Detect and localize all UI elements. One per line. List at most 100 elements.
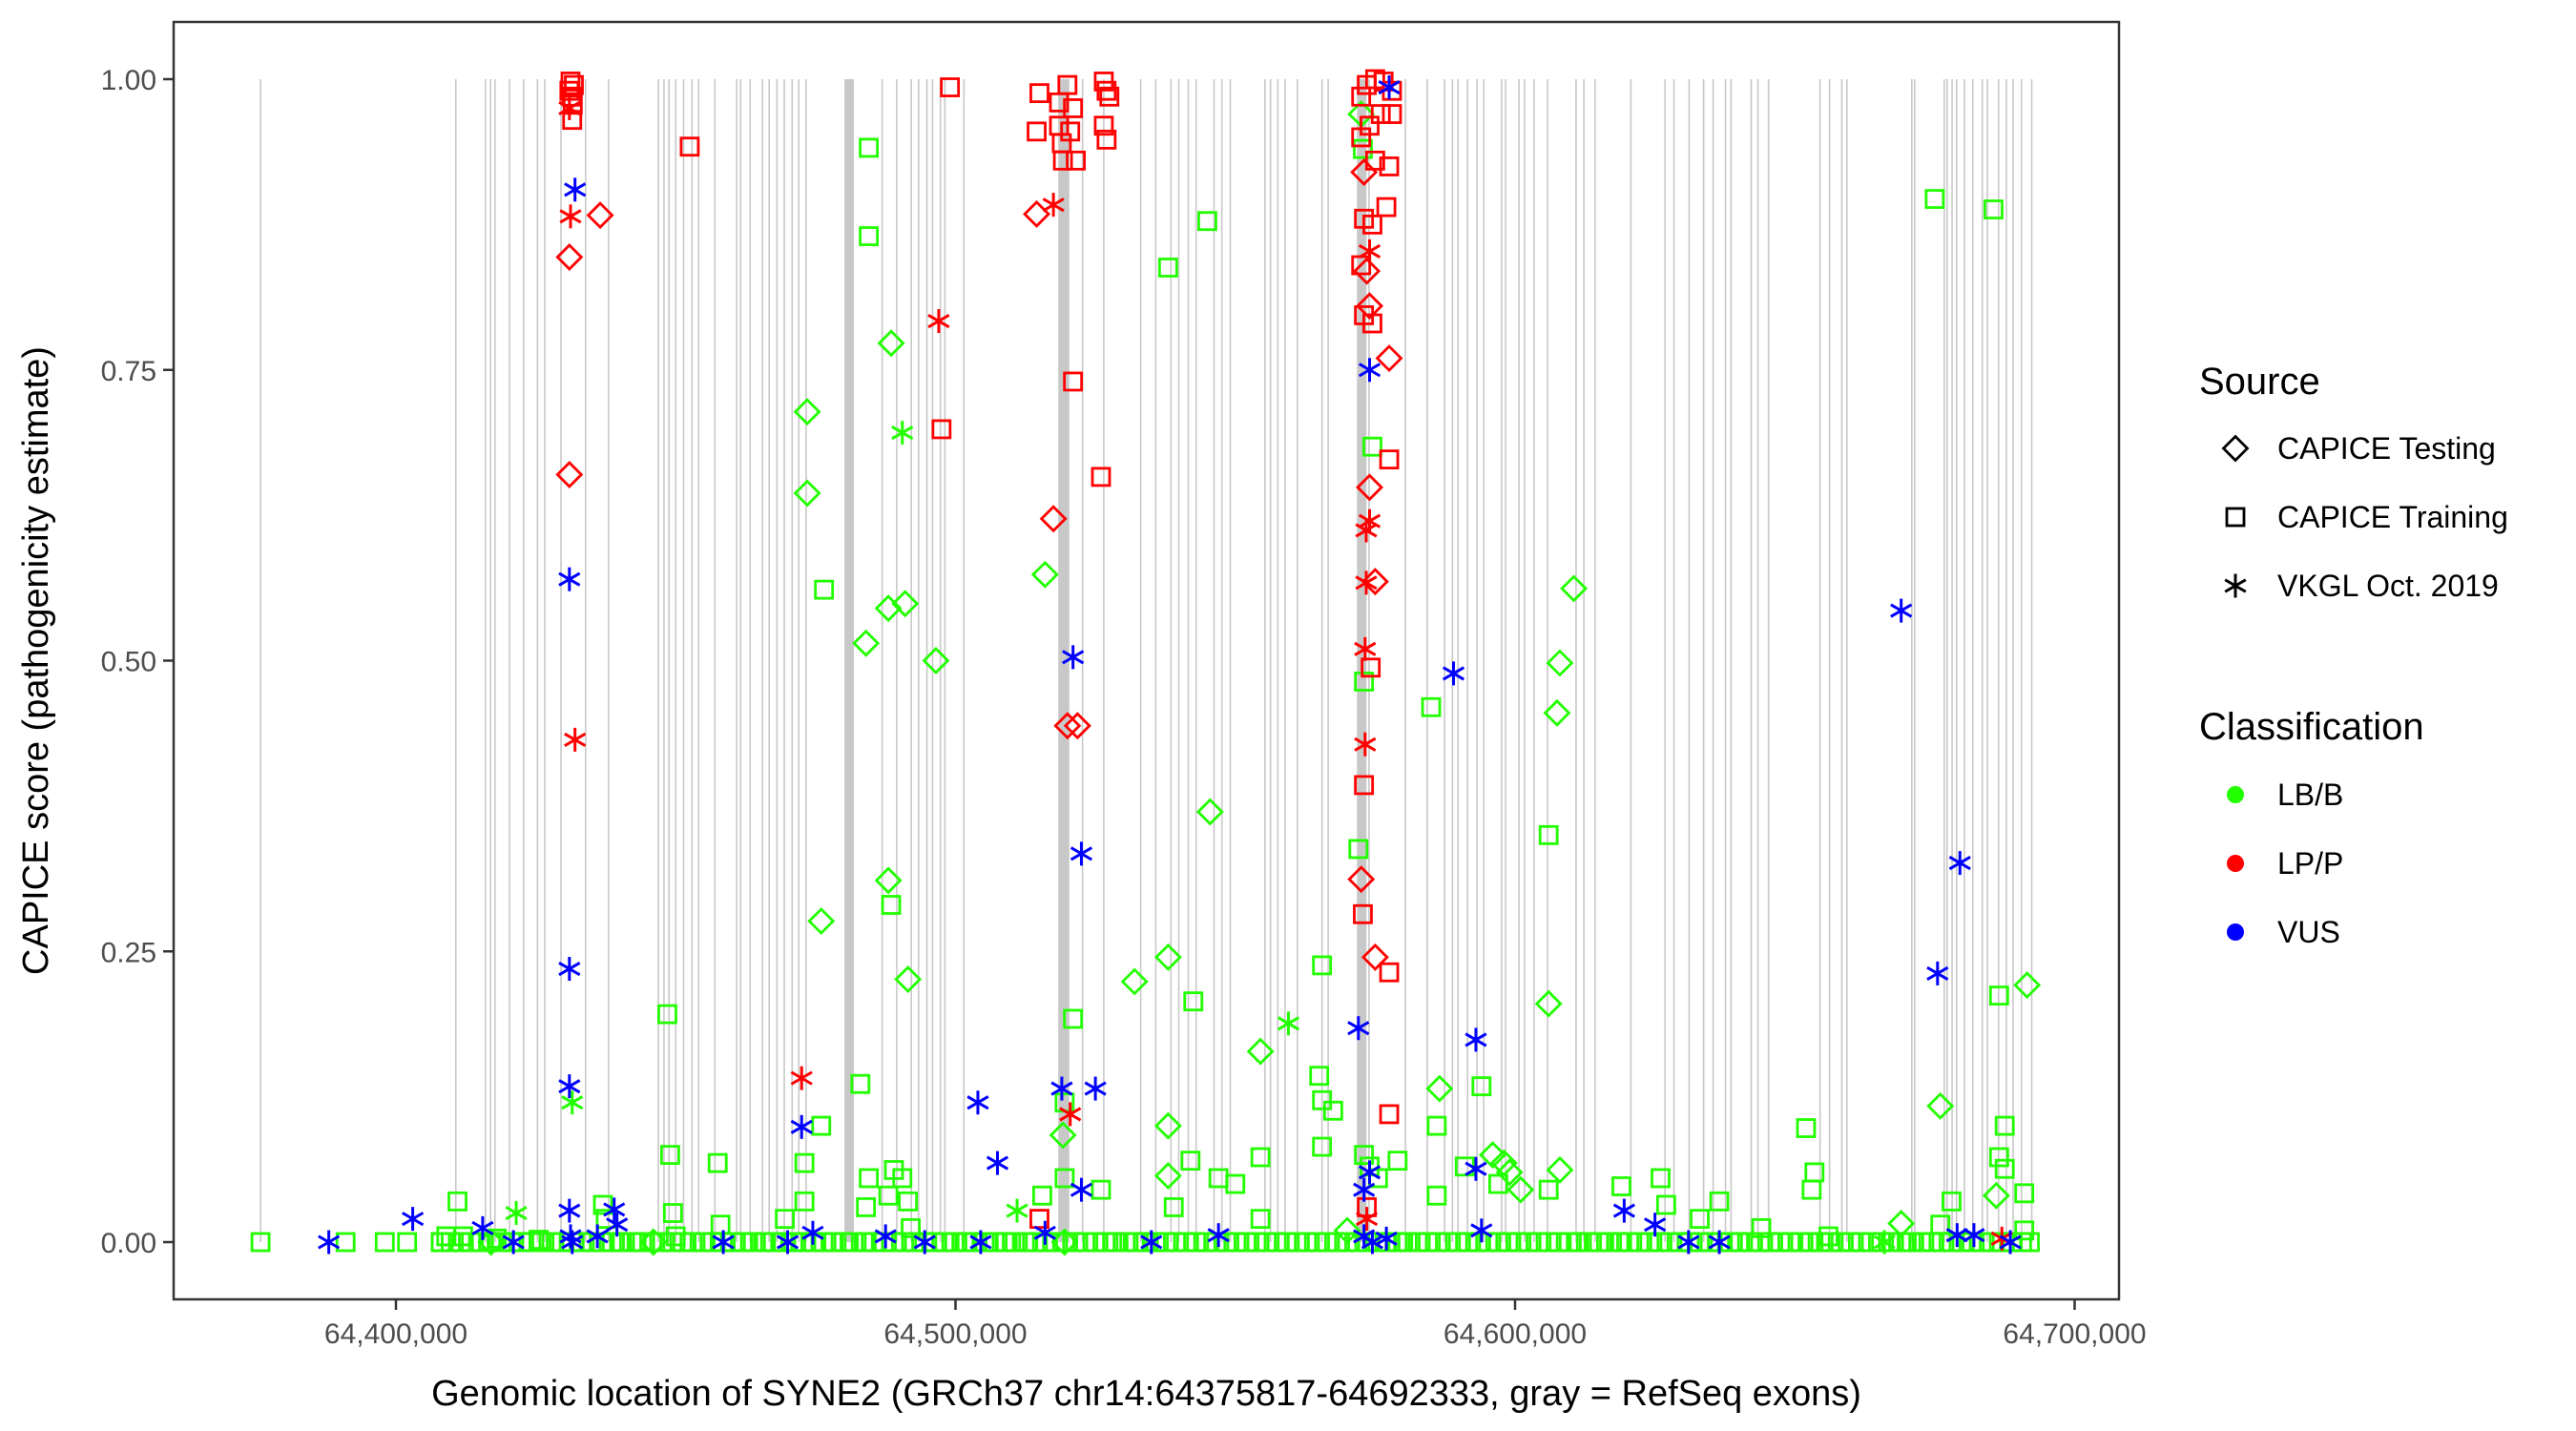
data-point-baseline: [1518, 1232, 1539, 1253]
data-point: [794, 1191, 815, 1212]
x-tick-label: 64,700,000: [2003, 1318, 2146, 1350]
data-point: [1102, 1232, 1123, 1253]
data-point: [1534, 989, 1563, 1018]
data-point: [1032, 1185, 1052, 1206]
data-point: [1153, 943, 1182, 971]
data-point: [1353, 1177, 1376, 1202]
data-point: [564, 177, 587, 202]
data-point: [1381, 104, 1402, 124]
data-point: [1049, 1121, 1077, 1150]
data-point: [1347, 1016, 1370, 1041]
legend-key-dot: [2227, 786, 2244, 803]
data-point: [1322, 1100, 1343, 1121]
data-point: [1250, 1147, 1271, 1168]
data-point: [1333, 1216, 1361, 1245]
data-point: [1361, 1230, 1384, 1255]
data-point: [1930, 1214, 1951, 1235]
data-point: [1655, 1194, 1676, 1215]
data-point-baseline: [1266, 1232, 1287, 1253]
data-point: [374, 1232, 395, 1253]
data-point-baseline: [1659, 1232, 1680, 1253]
data-point: [892, 1168, 913, 1189]
data-point: [1157, 258, 1178, 278]
data-point: [603, 1197, 626, 1222]
data-point: [626, 1232, 647, 1253]
data-point-baseline: [1195, 1232, 1216, 1253]
legend-key-dot: [2227, 923, 2244, 941]
data-point-baseline: [1447, 1232, 1468, 1253]
data-point-baseline: [1750, 1232, 1771, 1253]
data-point: [1027, 121, 1047, 142]
data-point: [1358, 238, 1381, 263]
data-point: [1370, 104, 1391, 124]
data-point: [1183, 991, 1204, 1012]
data-point: [1030, 560, 1059, 589]
data-point-baseline: [490, 1232, 511, 1253]
data-point-baseline: [1246, 1232, 1267, 1253]
y-tick-label: 0.25: [101, 937, 156, 968]
data-point: [1163, 1197, 1184, 1217]
data-point-baseline: [1538, 1232, 1559, 1253]
data-point: [1354, 732, 1377, 757]
data-point-baseline: [1488, 1232, 1508, 1253]
data-point: [891, 421, 914, 446]
data-point-baseline: [1528, 1232, 1549, 1253]
data-point: [1358, 1160, 1381, 1185]
data-point: [1312, 955, 1333, 976]
data-point-baseline: [1427, 1232, 1448, 1253]
data-point: [1354, 672, 1375, 692]
data-point: [1351, 86, 1372, 107]
data-point: [1963, 1223, 1985, 1248]
data-point-baseline: [1146, 1232, 1166, 1253]
legend-key-square: [2225, 507, 2246, 528]
data-point: [1225, 1173, 1246, 1194]
legend-label: VKGL Oct. 2019: [2277, 569, 2499, 603]
data-point-baseline: [1498, 1232, 1519, 1253]
data-point: [1006, 1198, 1028, 1223]
data-point: [1709, 1191, 1730, 1212]
data-point-baseline: [1911, 1232, 1932, 1253]
data-point: [1924, 189, 1945, 209]
data-point: [874, 1224, 897, 1249]
data-point-baseline: [985, 1232, 1005, 1253]
data-point: [1096, 80, 1117, 101]
legend-key-dot: [2227, 855, 2244, 872]
data-point: [852, 629, 881, 657]
data-point: [1347, 865, 1376, 894]
data-point-baseline: [672, 1232, 693, 1253]
y-axis: 0.00 0.25 0.50 0.75 1.00: [101, 65, 174, 1259]
data-point: [1084, 1076, 1107, 1101]
data-point: [1375, 1226, 1398, 1251]
data-point: [894, 965, 923, 993]
data-point: [1353, 257, 1381, 285]
data-point: [1063, 98, 1084, 118]
data-point: [1099, 86, 1120, 107]
legend-key-asterisk: [2224, 573, 2247, 598]
legend-label: CAPICE Testing: [2277, 431, 2496, 466]
data-point: [1426, 1115, 1447, 1136]
data-point-baseline: [1065, 1232, 1086, 1253]
data-point: [1801, 1179, 1822, 1200]
data-point-baseline: [1045, 1232, 1066, 1253]
legend-label: CAPICE Training: [2277, 500, 2508, 534]
x-axis-title: Genomic location of SYNE2 (GRCh37 chr14:…: [431, 1374, 1861, 1414]
data-point: [1796, 1118, 1817, 1138]
data-point-baseline: [1418, 1232, 1438, 1253]
data-point: [1887, 1210, 1916, 1237]
data-point: [712, 1230, 735, 1255]
data-point-baseline: [1135, 1232, 1156, 1253]
data-point: [794, 1152, 815, 1173]
data-point-baseline: [944, 1232, 965, 1253]
data-point: [586, 201, 614, 230]
data-point: [1942, 1191, 1962, 1212]
data-point: [1354, 636, 1377, 661]
data-point: [1926, 1091, 1955, 1120]
data-point: [659, 1145, 680, 1165]
data-point: [1677, 1230, 1700, 1255]
data-point: [1376, 197, 1397, 218]
data-point: [1195, 798, 1224, 826]
data-point: [657, 1004, 677, 1025]
x-tick-label: 64,500,000: [883, 1318, 1027, 1350]
data-point: [878, 1185, 899, 1206]
data-point: [2013, 971, 2042, 1000]
